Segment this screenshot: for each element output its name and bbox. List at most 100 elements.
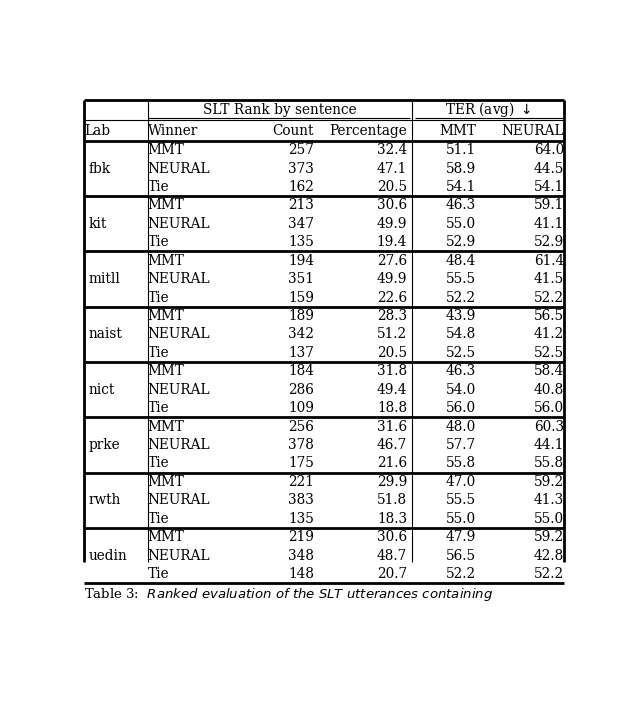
Text: 54.1: 54.1	[446, 180, 476, 194]
Text: NEURAL: NEURAL	[148, 217, 210, 231]
Text: 54.8: 54.8	[446, 327, 476, 341]
Text: prke: prke	[88, 438, 121, 452]
Text: 175: 175	[288, 456, 314, 470]
Text: 43.9: 43.9	[446, 309, 476, 323]
Text: 58.4: 58.4	[533, 364, 564, 378]
Text: 52.5: 52.5	[446, 346, 476, 360]
Text: 47.0: 47.0	[446, 474, 476, 489]
Text: 109: 109	[288, 401, 314, 415]
Text: 30.6: 30.6	[377, 199, 407, 213]
Text: 22.6: 22.6	[377, 291, 407, 305]
Text: 21.6: 21.6	[377, 456, 407, 470]
Text: 159: 159	[288, 291, 314, 305]
Text: 40.8: 40.8	[533, 383, 564, 396]
Text: 20.5: 20.5	[377, 346, 407, 360]
Text: 135: 135	[288, 512, 314, 526]
Text: 29.9: 29.9	[377, 474, 407, 489]
Text: 48.4: 48.4	[446, 253, 476, 268]
Text: NEURAL: NEURAL	[501, 124, 564, 137]
Text: 59.1: 59.1	[533, 199, 564, 213]
Text: 221: 221	[288, 474, 314, 489]
Text: 42.8: 42.8	[533, 548, 564, 562]
Text: 51.8: 51.8	[377, 494, 407, 508]
Text: NEURAL: NEURAL	[148, 438, 210, 452]
Text: 162: 162	[288, 180, 314, 194]
Text: 286: 286	[288, 383, 314, 396]
Text: NEURAL: NEURAL	[148, 548, 210, 562]
Text: MMT: MMT	[148, 143, 185, 157]
Text: naist: naist	[88, 327, 123, 341]
Text: 59.2: 59.2	[533, 530, 564, 544]
Text: uedin: uedin	[88, 548, 128, 562]
Text: 46.3: 46.3	[446, 364, 476, 378]
Text: 41.2: 41.2	[533, 327, 564, 341]
Text: 18.8: 18.8	[377, 401, 407, 415]
Text: 47.1: 47.1	[377, 161, 407, 175]
Text: 52.9: 52.9	[446, 235, 476, 249]
Text: Tie: Tie	[148, 235, 169, 249]
Text: 31.6: 31.6	[377, 420, 407, 434]
Text: 48.7: 48.7	[377, 548, 407, 562]
Text: 48.0: 48.0	[446, 420, 476, 434]
Text: 49.4: 49.4	[377, 383, 407, 396]
Text: Tie: Tie	[148, 512, 169, 526]
Text: 213: 213	[288, 199, 314, 213]
Text: 55.0: 55.0	[446, 217, 476, 231]
Text: NEURAL: NEURAL	[148, 327, 210, 341]
Text: 41.1: 41.1	[533, 217, 564, 231]
Text: mitll: mitll	[88, 272, 121, 286]
Text: Tie: Tie	[148, 346, 169, 360]
Text: Count: Count	[272, 124, 314, 137]
Text: 55.8: 55.8	[446, 456, 476, 470]
Text: 135: 135	[288, 235, 314, 249]
Text: 55.8: 55.8	[534, 456, 564, 470]
Text: 194: 194	[288, 253, 314, 268]
Text: fbk: fbk	[88, 161, 111, 175]
Text: 54.1: 54.1	[533, 180, 564, 194]
Text: NEURAL: NEURAL	[148, 383, 210, 396]
Text: Table 3:  $\mathit{Ranked\ evaluation\ of\ the\ SLT\ utterances\ containing}$: Table 3: $\mathit{Ranked\ evaluation\ of…	[84, 586, 493, 603]
Text: 342: 342	[288, 327, 314, 341]
Text: 57.7: 57.7	[446, 438, 476, 452]
Text: 44.5: 44.5	[533, 161, 564, 175]
Text: 56.0: 56.0	[534, 401, 564, 415]
Text: 56.5: 56.5	[446, 548, 476, 562]
Text: 383: 383	[288, 494, 314, 508]
Text: NEURAL: NEURAL	[148, 161, 210, 175]
Text: 49.9: 49.9	[377, 272, 407, 286]
Text: 56.0: 56.0	[446, 401, 476, 415]
Text: SLT Rank by sentence: SLT Rank by sentence	[203, 103, 356, 117]
Text: 27.6: 27.6	[377, 253, 407, 268]
Text: 55.0: 55.0	[534, 512, 564, 526]
Text: Tie: Tie	[148, 567, 169, 581]
Text: 55.5: 55.5	[446, 272, 476, 286]
Text: MMT: MMT	[148, 309, 185, 323]
Text: 55.0: 55.0	[446, 512, 476, 526]
Text: 184: 184	[288, 364, 314, 378]
Text: MMT: MMT	[148, 199, 185, 213]
Text: 64.0: 64.0	[533, 143, 564, 157]
Text: 137: 137	[288, 346, 314, 360]
Text: 20.7: 20.7	[377, 567, 407, 581]
Text: 52.5: 52.5	[534, 346, 564, 360]
Text: Tie: Tie	[148, 401, 169, 415]
Text: 348: 348	[288, 548, 314, 562]
Text: 41.5: 41.5	[533, 272, 564, 286]
Text: Tie: Tie	[148, 456, 169, 470]
Text: MMT: MMT	[148, 364, 185, 378]
Text: Tie: Tie	[148, 180, 169, 194]
Text: nict: nict	[88, 383, 115, 396]
Text: MMT: MMT	[148, 474, 185, 489]
Text: 31.8: 31.8	[377, 364, 407, 378]
Text: 41.3: 41.3	[533, 494, 564, 508]
Text: 347: 347	[288, 217, 314, 231]
Text: MMT: MMT	[439, 124, 476, 137]
Text: 61.4: 61.4	[533, 253, 564, 268]
Text: 373: 373	[288, 161, 314, 175]
Text: 49.9: 49.9	[377, 217, 407, 231]
Text: 59.2: 59.2	[533, 474, 564, 489]
Text: TER (avg) $\downarrow$: TER (avg) $\downarrow$	[445, 101, 531, 120]
Text: 60.3: 60.3	[534, 420, 564, 434]
Text: 51.2: 51.2	[377, 327, 407, 341]
Text: 30.6: 30.6	[377, 530, 407, 544]
